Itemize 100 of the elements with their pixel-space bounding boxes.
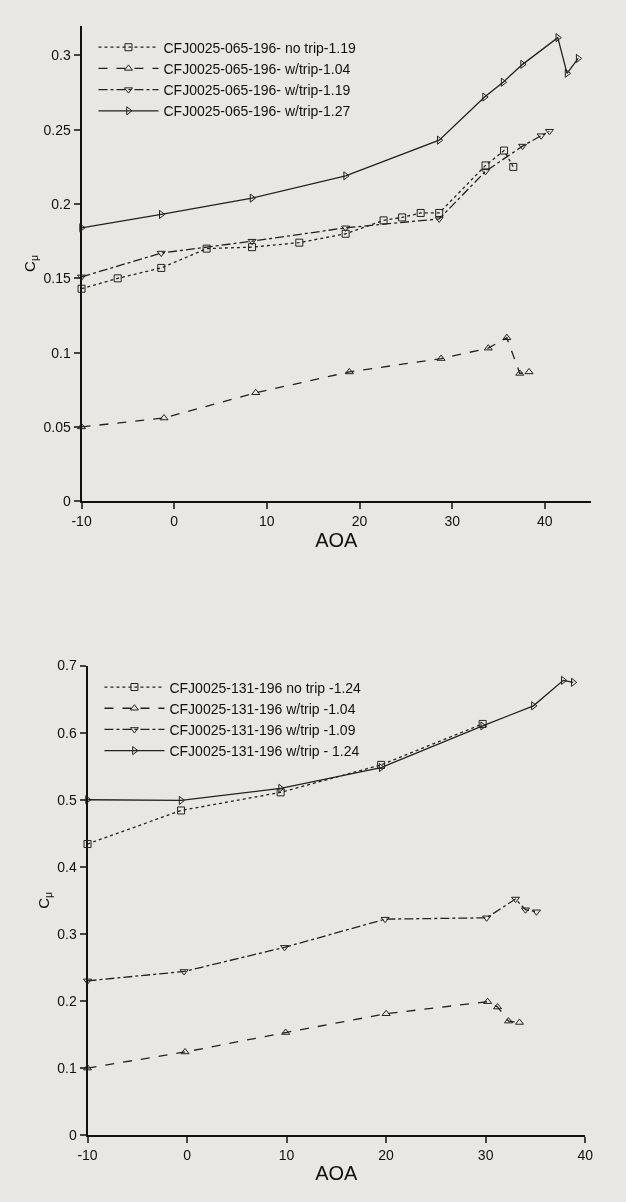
point bbox=[247, 238, 257, 246]
point bbox=[281, 1028, 291, 1035]
x-axis-title: AOA bbox=[315, 1161, 359, 1184]
x-tick-label: 0 bbox=[183, 1146, 192, 1163]
legend-label: CFJ0025-131-196 w/trip -1.04 bbox=[169, 700, 356, 717]
y-tick-label: 0.7 bbox=[57, 657, 77, 674]
point bbox=[77, 422, 87, 430]
point bbox=[435, 208, 444, 217]
point bbox=[77, 284, 86, 293]
y-tick-label: 0.2 bbox=[51, 195, 71, 212]
point bbox=[280, 945, 290, 952]
legend-label: CFJ0025-065-196- w/trip-1.04 bbox=[163, 60, 351, 77]
y-tick-label: 0.1 bbox=[57, 1059, 77, 1076]
point bbox=[156, 250, 166, 258]
x-tick-label: -10 bbox=[71, 513, 92, 530]
point bbox=[436, 135, 444, 145]
legend-label: CFJ0025-131-196 w/trip -1.09 bbox=[169, 721, 356, 738]
point bbox=[179, 969, 189, 976]
legend-label: CFJ0025-131-196 w/trip - 1.24 bbox=[169, 743, 360, 760]
point bbox=[159, 414, 169, 421]
point bbox=[481, 161, 490, 170]
point bbox=[343, 171, 350, 181]
point bbox=[380, 916, 390, 924]
point bbox=[536, 133, 546, 140]
point bbox=[544, 128, 554, 136]
point bbox=[248, 243, 257, 252]
x-tick-label: 20 bbox=[351, 513, 368, 530]
point bbox=[502, 333, 512, 341]
point bbox=[510, 896, 521, 904]
point bbox=[295, 238, 304, 247]
point bbox=[482, 92, 489, 102]
x-tick-label: 40 bbox=[537, 513, 553, 530]
point bbox=[158, 209, 166, 219]
point bbox=[83, 840, 92, 849]
point bbox=[113, 274, 122, 283]
point bbox=[531, 909, 541, 916]
legend-label: CFJ0025-065-196- w/trip-1.19 bbox=[163, 82, 351, 99]
x-tick-label: 0 bbox=[170, 513, 179, 530]
point bbox=[177, 806, 186, 815]
point bbox=[575, 53, 583, 63]
point bbox=[416, 208, 425, 217]
x-tick-label: -10 bbox=[77, 1146, 98, 1163]
point bbox=[398, 213, 407, 222]
point bbox=[500, 146, 509, 155]
x-tick-label: 20 bbox=[378, 1146, 395, 1163]
point bbox=[480, 721, 487, 731]
legend-label: CFJ0025-131-196 no trip -1.24 bbox=[169, 679, 362, 696]
legend-label: CFJ0025-065-196- no trip-1.19 bbox=[163, 39, 356, 56]
y-tick-label: 0.2 bbox=[57, 992, 77, 1009]
point bbox=[531, 701, 538, 711]
point bbox=[520, 907, 530, 914]
y-tick-label: 0.3 bbox=[57, 925, 77, 942]
y-tick-label: 0.3 bbox=[51, 47, 71, 64]
point bbox=[515, 369, 525, 376]
x-tick-label: 10 bbox=[278, 1146, 295, 1163]
point bbox=[500, 77, 508, 87]
point bbox=[85, 795, 92, 805]
point bbox=[157, 263, 166, 272]
point bbox=[509, 162, 518, 171]
point bbox=[341, 225, 351, 232]
point bbox=[378, 763, 386, 773]
point bbox=[278, 783, 285, 793]
y-tick-label: 0.4 bbox=[57, 858, 77, 875]
point bbox=[570, 677, 578, 687]
point bbox=[482, 915, 492, 922]
y-tick-label: 0.6 bbox=[57, 724, 77, 741]
x-tick-label: 30 bbox=[477, 1146, 494, 1163]
y-tick-label: 0.15 bbox=[43, 270, 71, 287]
point bbox=[493, 1003, 503, 1010]
y-tick-label: 0 bbox=[62, 493, 71, 510]
point bbox=[381, 1009, 391, 1016]
x-tick-label: 40 bbox=[577, 1146, 594, 1163]
point bbox=[178, 795, 186, 805]
point bbox=[77, 274, 87, 281]
point bbox=[483, 344, 493, 351]
point bbox=[276, 788, 285, 797]
point bbox=[564, 68, 572, 78]
legend-label: CFJ0025-065-196- w/trip-1.27 bbox=[163, 103, 351, 120]
point bbox=[344, 367, 354, 375]
point bbox=[483, 997, 493, 1004]
point bbox=[79, 223, 86, 233]
x-tick-label: 10 bbox=[259, 513, 275, 530]
point bbox=[341, 229, 350, 238]
x-tick-label: 30 bbox=[444, 513, 461, 530]
point bbox=[520, 59, 527, 69]
y-tick-label: 0.05 bbox=[43, 418, 71, 435]
point bbox=[379, 216, 388, 225]
point bbox=[561, 675, 568, 685]
point bbox=[504, 1017, 514, 1024]
point bbox=[524, 367, 534, 375]
point bbox=[555, 33, 562, 43]
y-tick-label: 0.25 bbox=[43, 121, 71, 138]
point bbox=[518, 143, 528, 151]
point bbox=[436, 354, 446, 361]
y-tick-label: 0.1 bbox=[51, 344, 71, 361]
point bbox=[249, 193, 257, 203]
point bbox=[251, 388, 261, 395]
point bbox=[478, 719, 487, 728]
point bbox=[180, 1047, 190, 1055]
x-axis-title: AOA bbox=[315, 529, 359, 552]
